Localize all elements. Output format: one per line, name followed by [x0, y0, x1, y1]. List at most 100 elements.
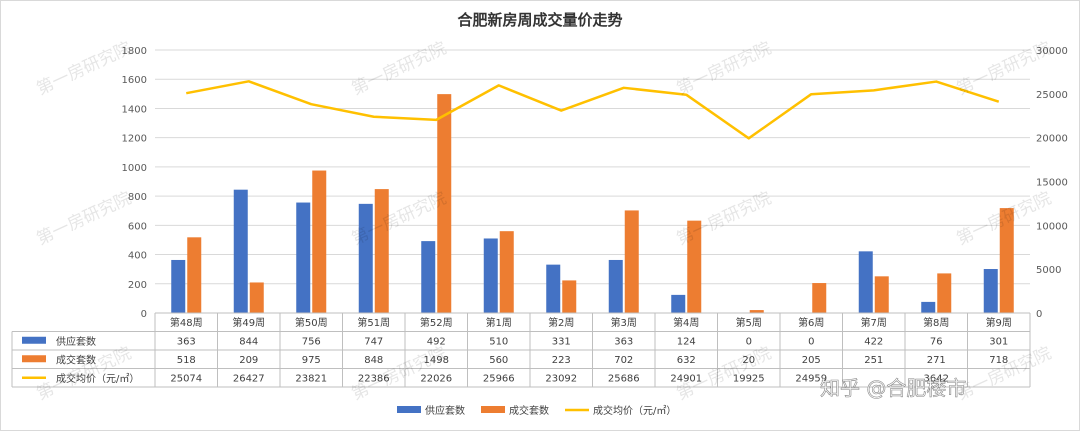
category-label: 第7周 [861, 316, 887, 329]
table-cell: 331 [552, 337, 571, 348]
right-tick-label: 25000 [1036, 90, 1068, 101]
category-label: 第52周 [420, 316, 453, 329]
left-tick-label: 1400 [122, 104, 147, 115]
price-line [186, 80, 1000, 140]
table-cell: 271 [927, 355, 946, 366]
table-cell: 22026 [420, 374, 452, 385]
deal-bar [562, 280, 577, 313]
deal-bar [937, 273, 952, 313]
category-label: 第8周 [923, 316, 949, 329]
deal-bar [187, 237, 202, 313]
legend-key [397, 406, 421, 413]
table-cell: 756 [302, 337, 321, 348]
table-cell: 363 [614, 337, 633, 348]
price-line-path [186, 80, 1000, 140]
row-label: 成交均价（元/㎡） [56, 372, 139, 385]
table-cell: 24959 [795, 374, 827, 385]
category-label: 第48周 [170, 316, 203, 329]
table-cell: 0 [746, 337, 752, 348]
category-label: 第51周 [357, 316, 390, 329]
table-cell: 560 [489, 355, 508, 366]
table-cell: 1498 [424, 355, 449, 366]
supply-bar [358, 203, 373, 313]
right-tick-label: 5000 [1036, 265, 1061, 276]
left-tick-label: 800 [128, 192, 147, 203]
table-cell: 223 [552, 355, 571, 366]
category-label: 第1周 [486, 316, 512, 329]
right-tick-label: 20000 [1036, 134, 1068, 145]
left-tick-label: 200 [128, 280, 147, 291]
left-axis: 0 200 400 600 800 1000 1200 1400 1600 1800 [122, 46, 147, 320]
table-cell: 23092 [545, 374, 577, 385]
legend-label: 成交套数 [509, 404, 549, 417]
table-cell: 718 [989, 355, 1008, 366]
table-cell: 22386 [358, 374, 390, 385]
overlay-text: 知乎 @合肥楼市 [820, 376, 966, 400]
table-cell: 975 [302, 355, 321, 366]
table-cell: 24901 [670, 374, 702, 385]
deal-bar [499, 231, 514, 313]
table-cell: 510 [489, 337, 508, 348]
row-label: 成交套数 [56, 353, 96, 366]
table-cell: 19925 [733, 374, 765, 385]
zhihu-overlay: 知乎 @合肥楼市 [820, 376, 967, 401]
left-tick-label: 400 [128, 251, 147, 262]
row-key [22, 355, 46, 363]
left-tick-label: 0 [141, 309, 147, 320]
left-tick-label: 1800 [122, 46, 147, 57]
right-tick-label: 15000 [1036, 178, 1068, 189]
table-cell: 26427 [233, 374, 265, 385]
legend-key [481, 406, 505, 413]
row-label: 供应套数 [56, 335, 96, 348]
supply-bar [983, 269, 998, 313]
bars [171, 94, 1014, 314]
supply-bar [921, 301, 936, 313]
legend-label: 供应套数 [425, 404, 465, 417]
table-cell: 25686 [608, 374, 640, 385]
legend: 供应套数 成交套数 成交均价（元/㎡） [397, 404, 676, 417]
row-key [22, 336, 46, 344]
table-cell: 23821 [295, 374, 327, 385]
deal-bar [437, 94, 452, 314]
right-tick-label: 10000 [1036, 221, 1068, 232]
table-cell: 518 [177, 355, 196, 366]
right-tick-label: 0 [1036, 309, 1042, 320]
category-label: 第6周 [798, 316, 824, 329]
supply-bar [858, 251, 873, 313]
table-cell: 844 [239, 337, 258, 348]
table-cell: 492 [427, 337, 446, 348]
deal-bar [312, 170, 327, 313]
left-tick-label: 1200 [122, 134, 147, 145]
right-axis: 0 5000 10000 15000 20000 25000 30000 [1036, 46, 1068, 320]
category-label: 第9周 [986, 316, 1012, 329]
table-cell: 363 [177, 337, 196, 348]
table-cell: 20 [742, 355, 755, 366]
supply-bar [608, 259, 623, 313]
category-label: 第4周 [673, 316, 699, 329]
table-cell: 25966 [483, 374, 515, 385]
category-label: 第3周 [611, 316, 637, 329]
supply-bar [421, 241, 436, 313]
table-cell: 3642 [924, 374, 949, 385]
supply-bar [483, 238, 498, 313]
category-label: 第49周 [232, 316, 265, 329]
left-tick-label: 600 [128, 221, 147, 232]
left-tick-label: 1600 [122, 75, 147, 86]
table-cell: 747 [364, 337, 383, 348]
chart-title: 合肥新房周成交量价走势 [456, 11, 622, 29]
table-cell: 25074 [170, 374, 202, 385]
left-tick-label: 1000 [122, 163, 147, 174]
table-cell: 702 [614, 355, 633, 366]
deal-bar [999, 208, 1014, 313]
supply-bar [546, 264, 561, 313]
deal-bar [687, 220, 702, 313]
legend-label: 成交均价（元/㎡） [593, 404, 676, 417]
table-cell: 124 [677, 337, 696, 348]
data-table: 第48周 第49周 第50周 第51周 第52周 第1周 第2周 第3周 第4周 第5周 第6周 第7… [11, 312, 1031, 388]
supply-bar [296, 202, 311, 313]
right-tick-label: 30000 [1036, 46, 1068, 57]
table-cell: 76 [930, 337, 943, 348]
deal-bar [624, 210, 639, 313]
